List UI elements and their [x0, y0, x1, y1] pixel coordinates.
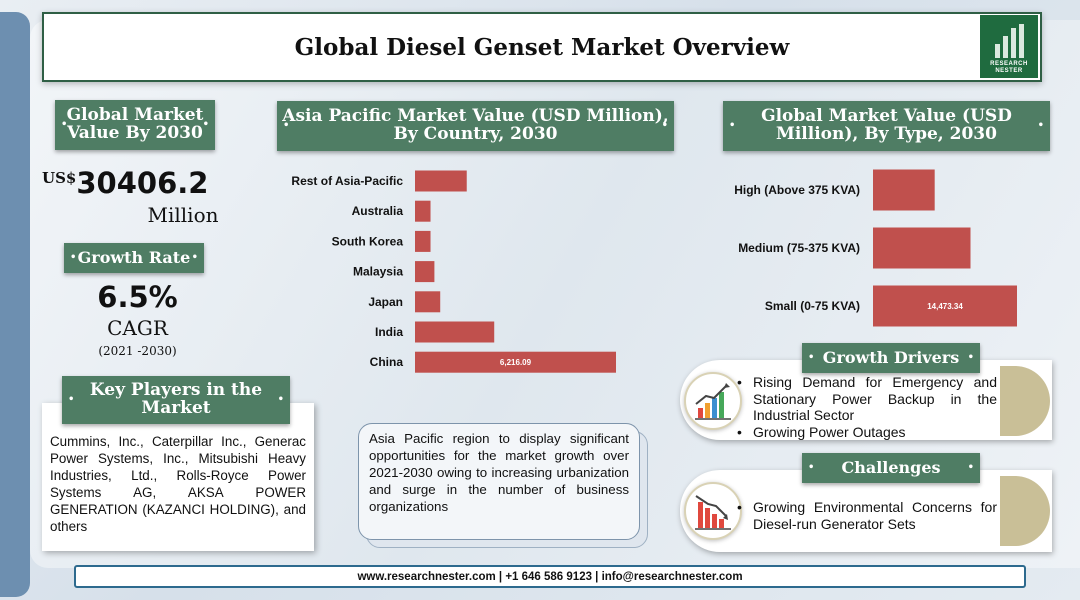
research-nester-logo: RESEARCH NESTER	[980, 15, 1038, 78]
bar-japan	[415, 291, 441, 313]
falling-chart-icon	[684, 482, 742, 540]
market-value-number: 30406.2	[76, 166, 209, 200]
data-label: 14,473.34	[927, 302, 963, 311]
data-label: 6,216.09	[500, 358, 532, 367]
rising-chart-icon	[684, 372, 742, 430]
logo-line-1: RESEARCH	[990, 61, 1028, 67]
category-label: India	[375, 325, 403, 339]
title-bar: Global Diesel Genset Market Overview	[42, 12, 1042, 82]
bar-south-korea	[415, 230, 431, 252]
logo-text: RESEARCH NESTER	[990, 61, 1028, 75]
asia-note-text: Asia Pacific region to display significa…	[369, 431, 629, 514]
category-label: Rest of Asia-Pacific	[291, 174, 403, 188]
list-item: Growing Power Outages	[735, 424, 997, 441]
category-label: Medium (75-375 KVA)	[738, 241, 860, 255]
type-chart-title: Global Market Value (USD Million), By Ty…	[723, 101, 1050, 151]
category-label: China	[370, 355, 404, 369]
key-players-box: Cummins, Inc., Caterpillar Inc., Generac…	[42, 403, 314, 551]
growth-drivers-heading: Growth Drivers	[802, 343, 980, 373]
left-frame-accent	[0, 12, 30, 597]
category-label: Australia	[352, 204, 404, 218]
asia-note-box: Asia Pacific region to display significa…	[358, 423, 640, 540]
bar-rest-of-asia-pacific	[415, 170, 467, 192]
bar-china	[415, 351, 616, 373]
bar-australia	[415, 200, 431, 222]
logo-line-2: NESTER	[995, 68, 1023, 74]
list-item: Growing Environmental Concerns for Diese…	[735, 499, 997, 532]
key-players-heading: Key Players in the Market	[62, 376, 290, 424]
growth-rate-heading: Growth Rate	[64, 243, 204, 273]
bar-medium-75-375-kva-	[873, 227, 971, 269]
bar-malaysia	[415, 261, 435, 283]
growth-rate-unit: CAGR	[107, 316, 168, 340]
type-bar-chart: High (Above 375 KVA) Medium (75-375 KVA) S…	[734, 169, 1017, 327]
bar-small-0-75-kva-	[873, 285, 1017, 327]
market-value-unit: Million	[147, 203, 219, 227]
bar-chart-logo-icon	[994, 24, 1024, 58]
category-label: Japan	[368, 295, 403, 309]
category-label: High (Above 375 KVA)	[734, 183, 860, 197]
category-label: Malaysia	[353, 265, 403, 279]
challenges-heading: Challenges	[802, 453, 980, 483]
challenges-list: Growing Environmental Concerns for Diese…	[735, 499, 997, 532]
market-value-figure: US$30406.2	[42, 166, 232, 200]
footer-contact: www.researchnester.com | +1 646 586 9123…	[74, 565, 1026, 588]
bar-high-above-375-kva-	[873, 169, 935, 211]
market-value-currency: US$	[42, 169, 77, 187]
growth-rate-period: (2021 -2030)	[98, 344, 177, 358]
bar-india	[415, 321, 495, 343]
growth-rate-value: 6.5%	[97, 280, 178, 314]
category-label: South Korea	[332, 234, 404, 248]
category-label: Small (0-75 KVA)	[765, 299, 860, 313]
page-title: Global Diesel Genset Market Overview	[294, 33, 790, 61]
asia-pacific-bar-chart: Rest of Asia-Pacific Australia South Korea…	[291, 170, 616, 373]
growth-drivers-list: Rising Demand for Emergency and Stationa…	[735, 374, 997, 440]
list-item: Rising Demand for Emergency and Stationa…	[735, 374, 997, 424]
market-value-heading: Global Market Value By 2030	[55, 100, 215, 150]
key-players-text: Cummins, Inc., Caterpillar Inc., Generac…	[50, 434, 306, 534]
asia-chart-title: Asia Pacific Market Value (USD Million),…	[277, 101, 674, 151]
